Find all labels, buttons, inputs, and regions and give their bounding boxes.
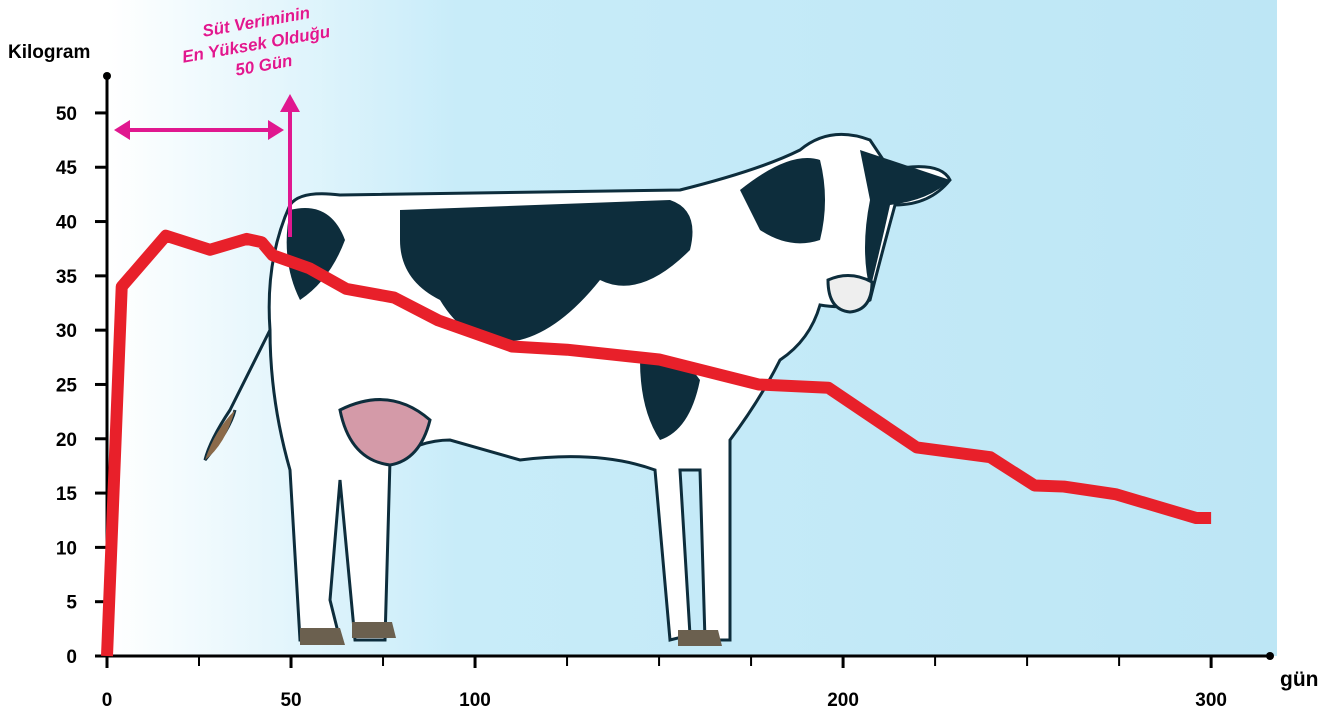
y-tick-label: 0 [66, 647, 77, 668]
y-tick-label: 5 [66, 593, 77, 614]
x-tick-label: 200 [827, 690, 859, 711]
axis-end [103, 72, 111, 80]
y-tick-label: 15 [56, 484, 78, 505]
chart: Süt Veriminin En Yüksek Olduğu 50 Gün Ki… [0, 0, 1332, 722]
y-tick-label: 30 [56, 321, 77, 342]
x-axis-label: gün [1280, 668, 1318, 691]
axis-end [1266, 652, 1274, 660]
y-tick-label: 10 [56, 538, 77, 559]
y-tick-label: 50 [56, 104, 77, 125]
y-tick-label: 45 [56, 158, 78, 179]
y-tick-label: 20 [56, 430, 77, 451]
x-tick-label: 100 [459, 690, 491, 711]
y-tick-label: 35 [56, 267, 78, 288]
x-tick-label: 300 [1195, 690, 1227, 711]
y-tick-label: 40 [56, 213, 77, 234]
x-tick-label: 50 [280, 690, 301, 711]
x-tick-label: 0 [102, 690, 113, 711]
y-tick-label: 25 [56, 375, 78, 396]
y-axis-label: Kilogram [8, 42, 90, 63]
